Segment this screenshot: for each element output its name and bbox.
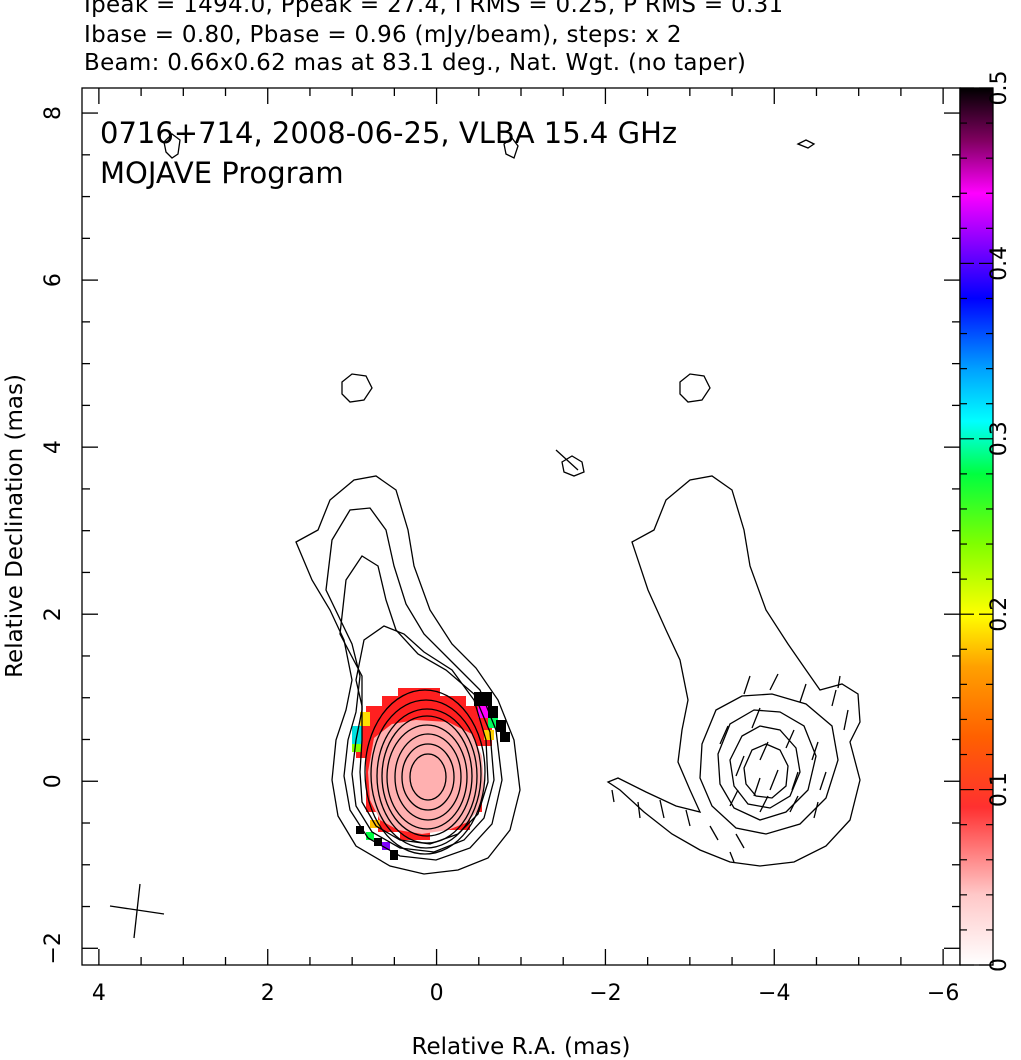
x-tick-label: 4: [92, 981, 106, 1006]
y-axis-ticks: [82, 112, 960, 949]
colorbar-tick-label: 0: [987, 958, 1012, 972]
x-tick-label: −4: [758, 981, 790, 1006]
colorbar-tick-label: 0.2: [987, 597, 1012, 632]
right-panel-polarization-vectors: [611, 673, 849, 863]
y-tick-label: 6: [41, 273, 66, 287]
y-tick-label: 0: [41, 774, 66, 788]
x-tick-label: −2: [589, 981, 621, 1006]
header-line-base: Ibase = 0.80, Pbase = 0.96 (mJy/beam), s…: [84, 22, 682, 48]
x-axis-tick-labels: 4 2 0 −2 −4 −6: [92, 981, 959, 1006]
colorbar-tick-label: 0.4: [987, 246, 1012, 281]
x-axis-title: Relative R.A. (mas): [412, 1034, 631, 1060]
x-tick-label: 2: [261, 981, 275, 1006]
x-tick-label: 0: [430, 981, 444, 1006]
right-panel-intensity-contours: [606, 475, 861, 867]
beam-size-cross: [109, 883, 165, 939]
left-panel-intensity-contours: [295, 475, 521, 875]
y-tick-label: 4: [41, 440, 66, 454]
fractional-polarization-colorbar: 0 0.1 0.2 0.3 0.4 0.5: [959, 71, 1012, 972]
y-tick-label: 8: [41, 106, 66, 120]
isolated-contour-islands: [163, 133, 816, 477]
plot-frame: [81, 87, 961, 966]
header-line-peaks: Ipeak = 1494.0, Ppeak = 27.4, I RMS = 0.…: [84, 0, 784, 18]
map-title-source: 0716+714, 2008-06-25, VLBA 15.4 GHz: [100, 116, 677, 150]
x-axis-ticks: [98, 88, 944, 965]
y-axis-tick-labels: −2 0 2 4 6 8: [41, 106, 66, 964]
y-axis-title: Relative Declination (mas): [2, 374, 28, 678]
header-line-beam: Beam: 0.66x0.62 mas at 83.1 deg., Nat. W…: [84, 50, 747, 76]
map-title-program: MOJAVE Program: [100, 156, 344, 190]
x-tick-label: −6: [927, 981, 959, 1006]
left-panel-polarization-pixels: [352, 688, 510, 860]
colorbar-tick-label: 0.3: [987, 421, 1012, 456]
colorbar-tick-label: 0.1: [987, 772, 1012, 807]
y-tick-label: 2: [41, 607, 66, 621]
colorbar-tick-label: 0.5: [987, 71, 1012, 106]
y-tick-label: −2: [41, 932, 66, 964]
